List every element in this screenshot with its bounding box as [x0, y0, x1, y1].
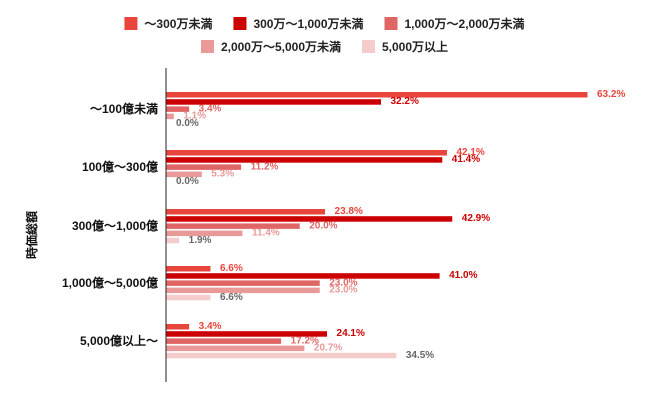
data-label-2-3: 11.4%	[252, 228, 280, 239]
bar-1-3	[166, 171, 202, 178]
bar-0-0	[166, 92, 588, 98]
category-label-0: 〜100億未満	[90, 101, 158, 116]
bar-3-4	[166, 294, 211, 301]
data-label-2-4: 1.9%	[189, 235, 212, 246]
data-label-2-0: 23.8%	[335, 206, 363, 217]
legend-label-3: 2,000万〜5,000万未満	[221, 39, 341, 54]
y-axis-title: 時価総額	[24, 211, 39, 259]
category-label-2: 300億〜1,000億	[72, 218, 158, 233]
legend-label-1: 300万〜1,000万未満	[253, 16, 363, 31]
data-label-0-0: 63.2%	[597, 89, 625, 100]
category-label-3: 1,000億〜5,000億	[62, 275, 158, 290]
data-label-3-3: 23.0%	[329, 285, 357, 296]
bar-1-1	[166, 157, 443, 163]
bar-4-4	[166, 352, 397, 359]
data-label-0-2: 3.4%	[199, 103, 222, 114]
bar-2-1	[166, 216, 453, 222]
bar-2-3	[166, 230, 243, 237]
legend-label-4: 5,000万以上	[382, 39, 448, 54]
legend-swatch-1	[233, 17, 247, 30]
data-label-1-0: 42.1%	[456, 147, 484, 158]
legend-swatch-3	[200, 40, 214, 53]
bar-2-4	[166, 237, 180, 244]
data-label-4-0: 3.4%	[199, 321, 222, 332]
data-label-2-1: 42.9%	[462, 213, 490, 224]
bar-0-3	[166, 113, 174, 120]
data-label-3-2: 23.0%	[329, 277, 357, 288]
data-label-1-2: 11.2%	[251, 161, 279, 172]
data-label-0-4: 0.0%	[176, 118, 199, 129]
legend-label-2: 1,000万〜2,000万未満	[405, 16, 525, 31]
bar-1-2	[166, 164, 242, 170]
bar-4-0	[166, 324, 190, 330]
bar-3-2	[166, 280, 320, 286]
data-label-2-2: 20.0%	[309, 220, 337, 231]
data-label-1-1: 41.4%	[452, 154, 480, 165]
data-label-4-3: 20.7%	[314, 343, 342, 354]
data-label-1-4: 0.0%	[176, 176, 199, 187]
data-labels: 63.2%32.2%3.4%1.1%0.0%42.1%41.4%11.2%5.3…	[176, 89, 625, 361]
category-label-1: 100億〜300億	[82, 159, 158, 174]
bar-3-3	[166, 287, 320, 294]
legend-swatch-2	[384, 17, 398, 30]
category-label-4: 5,000億以上〜	[80, 333, 158, 348]
data-label-3-1: 41.0%	[449, 270, 477, 281]
legend: 〜300万未満 300万〜1,000万未満 1,000万〜2,000万未満 2,000…	[124, 16, 525, 54]
legend-label-0: 〜300万未満	[144, 16, 212, 31]
data-label-3-4: 6.6%	[220, 292, 243, 303]
data-label-4-2: 17.2%	[291, 335, 319, 346]
legend-swatch-4	[362, 40, 376, 53]
legend-swatch-0	[124, 17, 138, 30]
data-label-3-0: 6.6%	[220, 263, 243, 274]
bar-4-3	[166, 345, 305, 352]
bars	[166, 92, 588, 359]
data-label-0-3: 1.1%	[183, 111, 206, 122]
bar-3-0	[166, 266, 211, 272]
data-label-0-1: 32.2%	[390, 96, 418, 107]
bar-2-0	[166, 209, 326, 215]
category-labels: 〜100億未満 100億〜300億 300億〜1,000億 1,000億〜5,000億…	[62, 101, 158, 348]
data-label-1-3: 5.3%	[211, 169, 234, 180]
data-label-4-1: 24.1%	[337, 328, 365, 339]
bar-2-2	[166, 223, 300, 229]
bar-0-2	[166, 106, 190, 112]
bar-0-1	[166, 99, 381, 105]
bar-3-1	[166, 273, 440, 279]
data-label-4-4: 34.5%	[406, 350, 434, 361]
bar-1-0	[166, 150, 447, 156]
bar-4-2	[166, 338, 282, 344]
bar-4-1	[166, 331, 328, 337]
